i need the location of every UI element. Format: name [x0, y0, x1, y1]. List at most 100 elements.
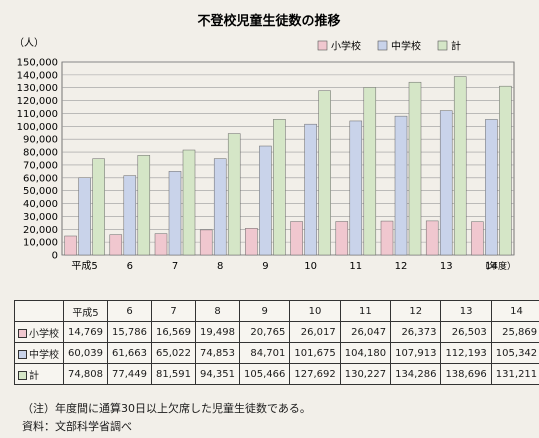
y-tick-label: 50,000	[23, 186, 58, 197]
bar	[259, 145, 272, 256]
legend: 小学校 中学校 計	[317, 40, 461, 53]
table-cell: 61,663	[107, 342, 152, 364]
y-axis-label: （人）	[14, 37, 44, 49]
table-header-cell: 7	[151, 300, 196, 322]
bar	[227, 133, 241, 256]
table-cell: 105,342	[490, 342, 539, 364]
bar	[137, 155, 151, 256]
table-corner-cell	[14, 300, 64, 322]
table-cell: 130,227	[339, 363, 392, 385]
y-tick-label: 70,000	[23, 160, 58, 171]
table-header-cell: 8	[195, 300, 240, 322]
table-cell: 19,498	[195, 321, 240, 343]
bar	[64, 235, 77, 256]
table-cell: 101,675	[289, 342, 341, 364]
table-cell: 26,503	[440, 321, 492, 343]
table-cell: 94,351	[195, 363, 240, 385]
bar	[363, 87, 377, 256]
table-cell: 26,017	[289, 321, 341, 343]
table-cell: 84,701	[238, 342, 291, 364]
footnote: （注）年度間に通算30日以上欠席した児童生徒数である。	[22, 402, 311, 415]
bar	[123, 175, 137, 256]
bar	[499, 85, 512, 256]
bar	[304, 123, 317, 256]
x-tick-label: 9	[262, 261, 268, 272]
bar	[408, 81, 422, 256]
legend-label: 小学校	[331, 40, 361, 53]
y-tick-label: 30,000	[23, 212, 58, 223]
x-axis-ticks: 平成5 6 7 8 9 10 11 12 13 14（年度）	[71, 260, 516, 272]
bar	[425, 220, 439, 256]
table-header-cell: 10	[289, 300, 341, 322]
x-tick-label: 7	[172, 261, 178, 272]
x-tick-label: 平成5	[71, 260, 97, 272]
elementary-swatch-icon	[18, 329, 27, 338]
bar	[439, 110, 453, 256]
bars	[64, 76, 512, 256]
table-cell: 112,193	[440, 342, 492, 364]
bar	[380, 220, 394, 256]
table-row-label: 小学校	[14, 321, 64, 343]
bar	[273, 119, 286, 256]
table-cell: 60,039	[63, 342, 108, 364]
bar	[471, 221, 484, 256]
bar	[92, 158, 105, 256]
table-cell: 138,696	[440, 363, 492, 385]
table-cell: 127,692	[289, 363, 341, 385]
table-cell: 105,466	[238, 363, 291, 385]
table-cell: 134,286	[390, 363, 442, 385]
bar-chart: 不登校児童生徒数の推移 （人） 0 10,000 20,000 30,000 40,00…	[14, 13, 516, 272]
data-table: 平成5 6 7 8 9 10 11 12 13 14 小学校 14,769 15…	[14, 300, 539, 385]
table-cell: 81,591	[151, 363, 196, 385]
table-cell: 77,449	[107, 363, 152, 385]
table-cell: 15,786	[107, 321, 152, 343]
bar	[290, 221, 303, 256]
bar	[318, 90, 331, 256]
legend-swatch	[377, 40, 388, 51]
y-tick-label: 150,000	[17, 58, 58, 69]
y-tick-label: 120,000	[17, 96, 58, 107]
table-cell: 74,808	[63, 363, 108, 385]
table-cell: 65,022	[151, 342, 196, 364]
table-header-cell: 12	[390, 300, 442, 322]
legend-swatch	[437, 40, 448, 51]
x-tick-label: 10	[304, 261, 317, 272]
table-header-cell: 9	[238, 300, 291, 322]
bar	[154, 233, 168, 256]
legend-label: 計	[451, 40, 461, 53]
table-row-label: 計	[14, 363, 64, 385]
y-tick-label: 0	[52, 251, 58, 262]
total-swatch-icon	[18, 371, 27, 380]
bar	[109, 234, 123, 256]
bar	[78, 177, 91, 256]
y-tick-label: 40,000	[23, 199, 58, 210]
bar	[168, 171, 182, 256]
y-axis-ticks: 0 10,000 20,000 30,000 40,000 50,000 60,000 70,…	[17, 58, 58, 262]
table-cell: 107,913	[390, 342, 442, 364]
legend-swatch	[317, 40, 328, 51]
bar	[485, 119, 498, 256]
bar	[199, 229, 213, 256]
bar	[349, 120, 363, 256]
x-axis-suffix: （年度）	[480, 260, 516, 272]
table-header-cell: 14	[490, 300, 539, 322]
table-header-cell: 平成5	[63, 300, 108, 322]
table-header-row: 平成5 6 7 8 9 10 11 12 13 14	[14, 300, 539, 322]
legend-label: 中学校	[391, 40, 421, 53]
table-row-elementary: 小学校 14,769 15,786 16,569 19,498 20,765 2…	[14, 321, 539, 343]
table-cell: 131,211	[490, 363, 539, 385]
table-cell: 25,869	[490, 321, 539, 343]
table-cell: 104,180	[339, 342, 392, 364]
bar	[394, 115, 408, 256]
table-cell: 26,047	[339, 321, 392, 343]
table-cell: 16,569	[151, 321, 196, 343]
y-tick-label: 90,000	[23, 135, 58, 146]
x-tick-label: 11	[349, 261, 362, 272]
x-tick-label: 13	[440, 261, 453, 272]
y-tick-label: 10,000	[23, 238, 58, 249]
table-cell: 26,373	[390, 321, 442, 343]
x-tick-label: 12	[395, 261, 408, 272]
junior-high-swatch-icon	[18, 350, 27, 359]
y-tick-label: 60,000	[23, 173, 58, 184]
y-tick-label: 100,000	[17, 122, 58, 133]
